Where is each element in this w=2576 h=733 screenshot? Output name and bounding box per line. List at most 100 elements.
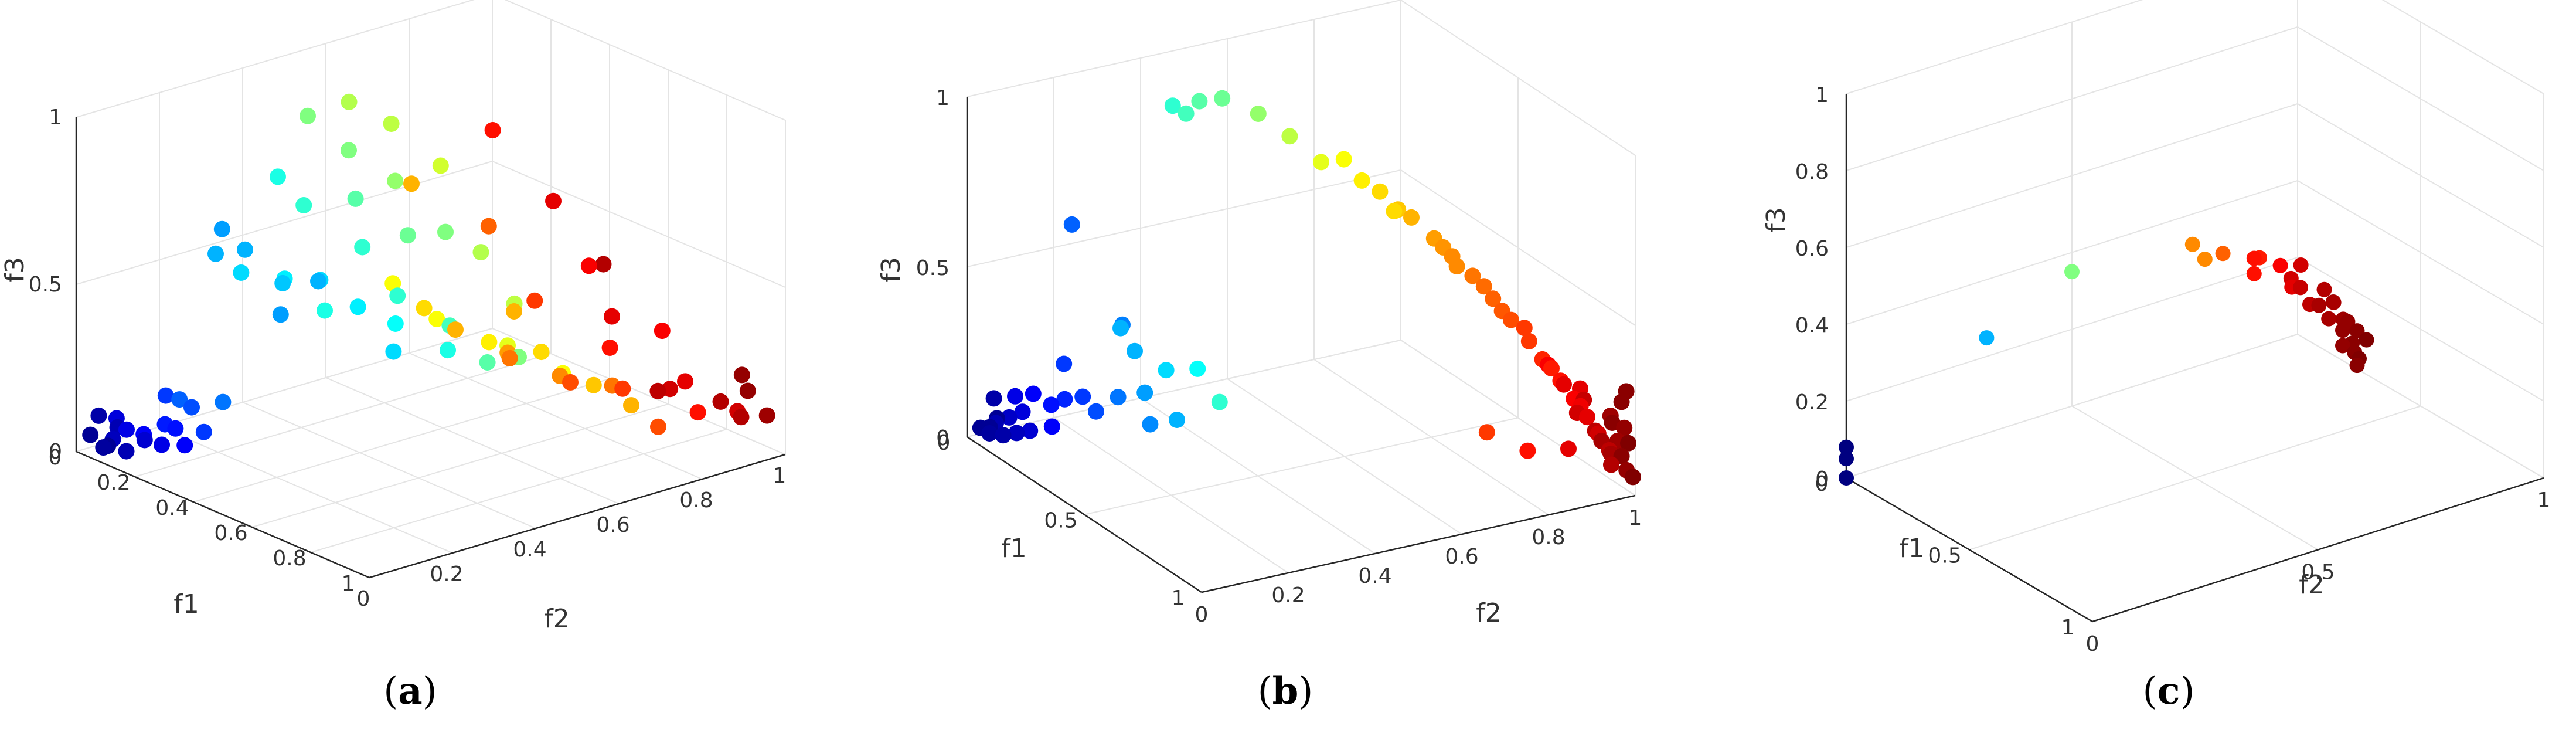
data-point bbox=[1839, 451, 1854, 467]
data-point bbox=[712, 393, 729, 410]
f2-tick-label: 0 bbox=[2086, 632, 2099, 656]
f1-tick-label: 0.4 bbox=[155, 496, 189, 520]
data-point bbox=[154, 436, 170, 453]
data-point bbox=[1112, 320, 1129, 337]
f3-tick-label: 0.4 bbox=[1795, 314, 1829, 338]
data-point bbox=[1403, 209, 1420, 226]
data-point bbox=[1127, 342, 1143, 359]
data-point bbox=[1616, 419, 1633, 436]
f1-axis-line bbox=[76, 450, 370, 579]
f3-tick-label: 0.5 bbox=[29, 273, 62, 297]
data-point bbox=[739, 382, 756, 399]
data-point bbox=[354, 239, 371, 256]
data-point bbox=[506, 303, 522, 320]
f1-tick-label: 1 bbox=[1172, 586, 1185, 610]
data-point bbox=[157, 387, 174, 404]
data-point bbox=[1448, 258, 1465, 275]
data-point bbox=[1560, 440, 1577, 457]
grid-line bbox=[2381, 0, 2544, 94]
data-point bbox=[1625, 469, 1641, 486]
data-point bbox=[2272, 257, 2288, 273]
data-point bbox=[428, 311, 445, 327]
data-point bbox=[1620, 435, 1636, 452]
f2-tick-label: 0.4 bbox=[513, 538, 546, 562]
data-points bbox=[972, 90, 1641, 486]
grid-line bbox=[310, 429, 727, 553]
f1-axis-line bbox=[967, 436, 1202, 593]
grid-line bbox=[325, 377, 620, 504]
f2-tick-label: 1 bbox=[1629, 506, 1642, 530]
data-point bbox=[317, 302, 333, 319]
data-point bbox=[472, 244, 489, 261]
data-point bbox=[1056, 391, 1073, 408]
data-point bbox=[545, 192, 562, 209]
data-point bbox=[1169, 412, 1185, 428]
data-point bbox=[1014, 403, 1031, 420]
data-point bbox=[1386, 203, 1403, 220]
data-point bbox=[1516, 320, 1533, 337]
panel-b-label: (b) bbox=[1258, 669, 1313, 713]
f1-axis-label: f1 bbox=[1001, 534, 1026, 564]
f2-tick-label: 0 bbox=[357, 587, 370, 611]
grid-line bbox=[2297, 180, 2544, 325]
data-points bbox=[82, 93, 775, 460]
data-point bbox=[1478, 424, 1495, 441]
panel-c-label: (c) bbox=[2143, 669, 2195, 713]
grid-line bbox=[2297, 257, 2544, 402]
data-point bbox=[526, 292, 543, 309]
data-point bbox=[1136, 384, 1153, 401]
data-point bbox=[295, 197, 312, 213]
data-point bbox=[95, 439, 112, 456]
f2-axis-label: f2 bbox=[544, 604, 569, 634]
data-point bbox=[2326, 294, 2342, 310]
grid-line bbox=[159, 426, 453, 554]
data-point bbox=[1022, 422, 1039, 439]
data-point bbox=[1008, 425, 1025, 442]
data-point bbox=[1191, 93, 1208, 110]
data-point bbox=[447, 321, 464, 338]
data-point bbox=[1503, 311, 1519, 328]
data-point bbox=[1025, 385, 1042, 402]
data-point bbox=[614, 380, 631, 397]
data-point bbox=[1250, 106, 1267, 122]
data-point bbox=[689, 404, 706, 421]
data-point bbox=[604, 308, 620, 325]
data-point bbox=[432, 157, 449, 174]
data-point bbox=[1335, 151, 1352, 168]
f3-tick-label: 0.8 bbox=[1795, 160, 1829, 184]
data-point bbox=[2064, 264, 2080, 280]
data-point bbox=[733, 409, 750, 426]
data-point bbox=[649, 382, 666, 399]
data-point bbox=[2349, 358, 2365, 374]
data-point bbox=[480, 218, 497, 235]
data-point bbox=[387, 172, 404, 189]
f1-axis-label: f1 bbox=[1899, 534, 1924, 564]
data-point bbox=[1313, 154, 1329, 171]
f2-tick-label: 0.2 bbox=[430, 562, 463, 586]
f2-tick-label: 0.4 bbox=[1358, 564, 1391, 588]
grid-line bbox=[1313, 359, 1549, 515]
panel-a-label: (a) bbox=[383, 669, 437, 713]
f3-tick-label: 1 bbox=[936, 86, 950, 110]
data-point bbox=[1211, 393, 1228, 410]
data-point bbox=[399, 227, 416, 244]
f3-tick-label: 1 bbox=[49, 106, 62, 130]
data-point bbox=[484, 122, 501, 138]
axes-box bbox=[75, 117, 786, 579]
data-point bbox=[1063, 216, 1080, 233]
data-point bbox=[270, 168, 286, 185]
grid-lines bbox=[1846, 0, 2544, 622]
grid-line bbox=[134, 353, 552, 477]
data-point bbox=[1189, 360, 1206, 377]
data-point bbox=[300, 107, 316, 124]
data-point bbox=[981, 425, 998, 442]
grid-line bbox=[1400, 0, 1636, 156]
data-point bbox=[1543, 360, 1560, 377]
f1-tick-label: 0.5 bbox=[1044, 509, 1077, 533]
data-point bbox=[1839, 470, 1854, 486]
grid-line bbox=[492, 161, 786, 288]
f3-tick-label: 0.5 bbox=[916, 256, 950, 280]
